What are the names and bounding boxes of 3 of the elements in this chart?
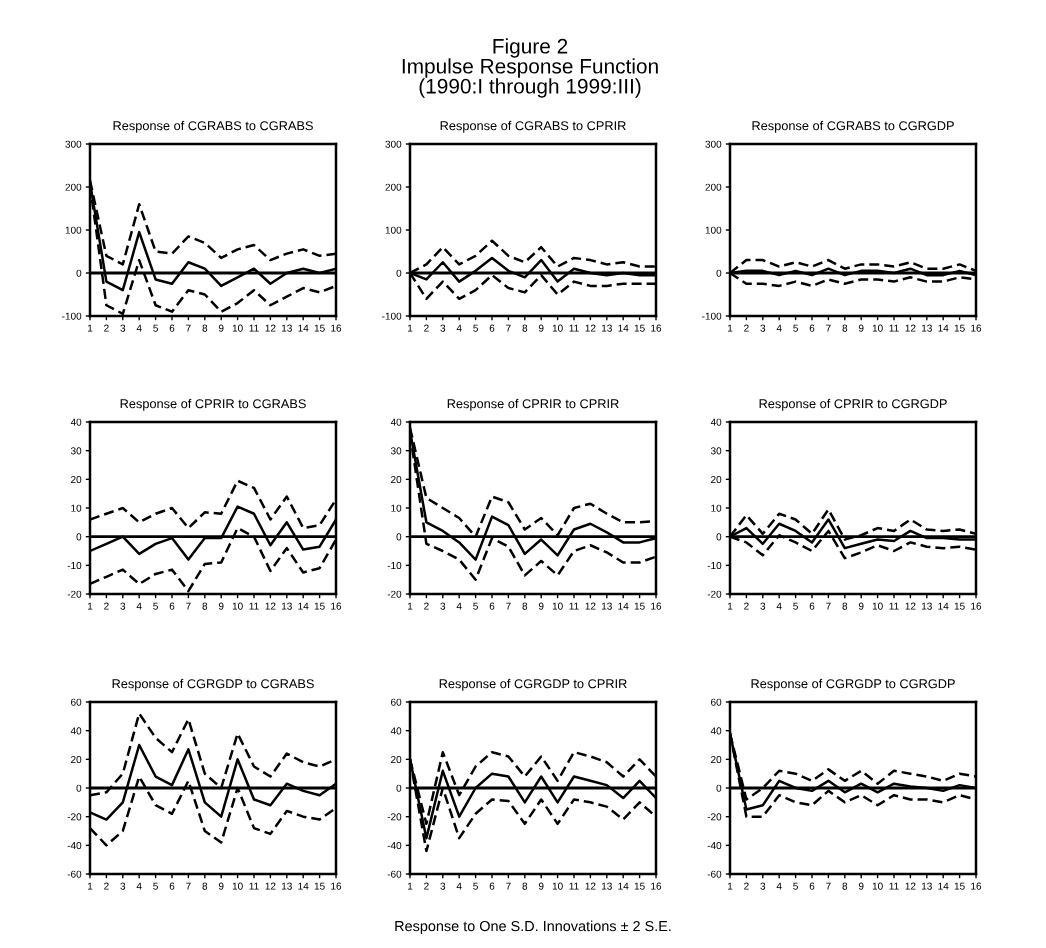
caption: Figure 2 [493,38,568,58]
text: (1990:I through 1999:III) [419,78,641,98]
text: Impulse Response Function [402,58,658,78]
